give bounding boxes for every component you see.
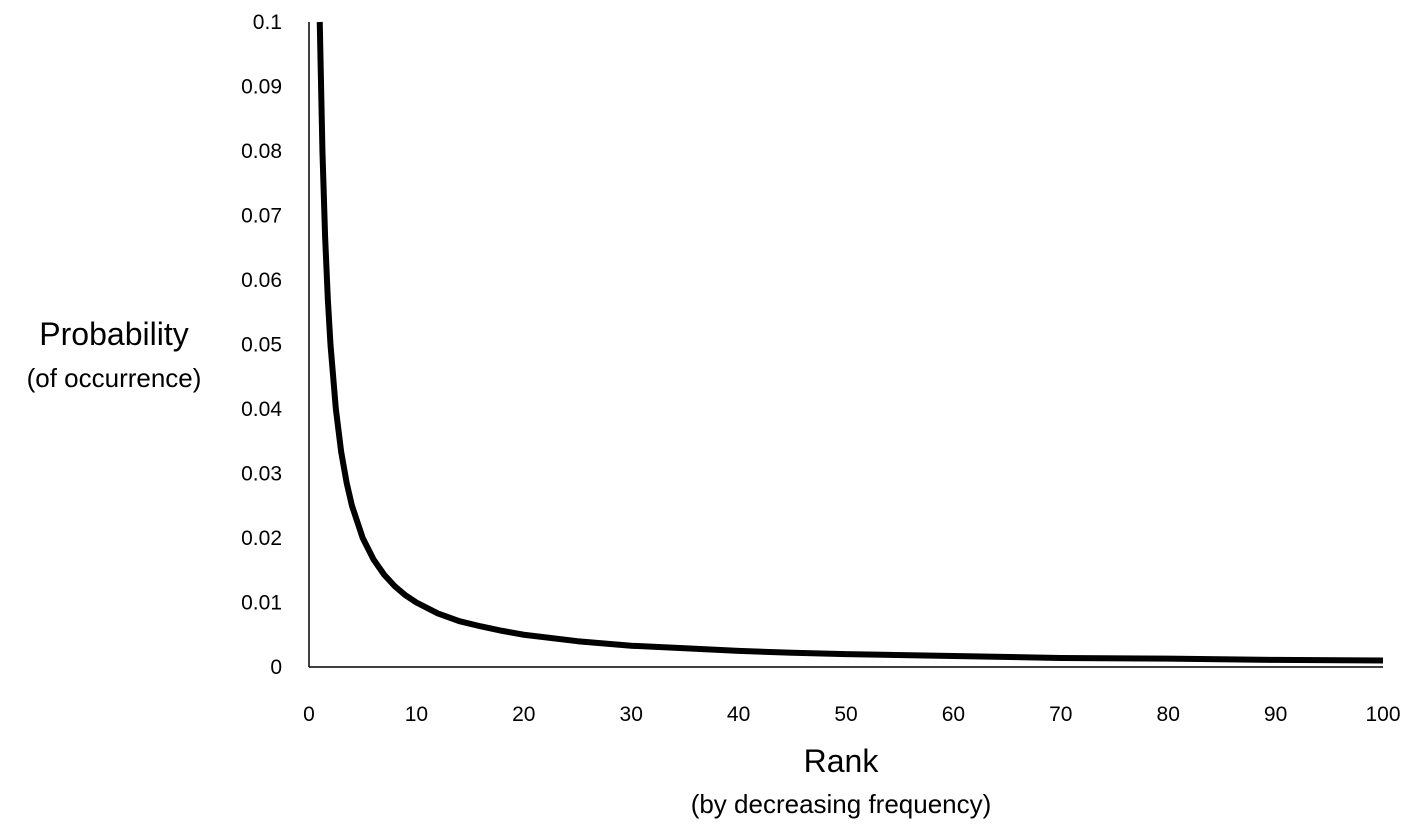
- y-tick-label: 0.04: [241, 398, 282, 421]
- x-tick-label: 10: [405, 703, 428, 726]
- x-tick-label: 80: [1157, 703, 1180, 726]
- y-tick-label: 0: [270, 656, 282, 679]
- y-axis-title: Probability: [39, 316, 188, 352]
- series-line: [316, 21, 1384, 664]
- x-tick-label: 60: [942, 703, 965, 726]
- x-tick-label: 40: [727, 703, 750, 726]
- x-axis-subtitle: (by decreasing frequency): [691, 789, 992, 819]
- x-tick-labels: 0 10 20 30 40 50 60 70 80 90 100: [303, 703, 1400, 726]
- x-tick-label: 100: [1365, 703, 1400, 726]
- x-tick-label: 30: [620, 703, 643, 726]
- x-tick-label: 70: [1049, 703, 1072, 726]
- x-tick-label: 90: [1264, 703, 1287, 726]
- y-tick-label: 0.03: [241, 463, 282, 486]
- series-layer: [316, 21, 1384, 664]
- x-tick-label: 50: [834, 703, 857, 726]
- y-tick-label: 0.05: [241, 334, 282, 357]
- y-tick-label: 0.1: [253, 11, 282, 34]
- y-tick-labels: 0 0.01 0.02 0.03 0.04 0.05 0.06 0.07 0.08 0.09 0.1: [241, 11, 282, 679]
- x-tick-label: 0: [303, 703, 315, 726]
- x-tick-label: 20: [512, 703, 535, 726]
- y-tick-label: 0.02: [241, 527, 282, 550]
- x-axis-title: Rank: [804, 743, 880, 779]
- y-tick-label: 0.09: [241, 76, 282, 99]
- y-tick-label: 0.06: [241, 269, 282, 292]
- y-tick-label: 0.07: [241, 205, 282, 228]
- y-tick-label: 0.08: [241, 140, 282, 163]
- y-tick-label: 0.01: [241, 592, 282, 615]
- y-axis-subtitle: (of occurrence): [27, 363, 202, 393]
